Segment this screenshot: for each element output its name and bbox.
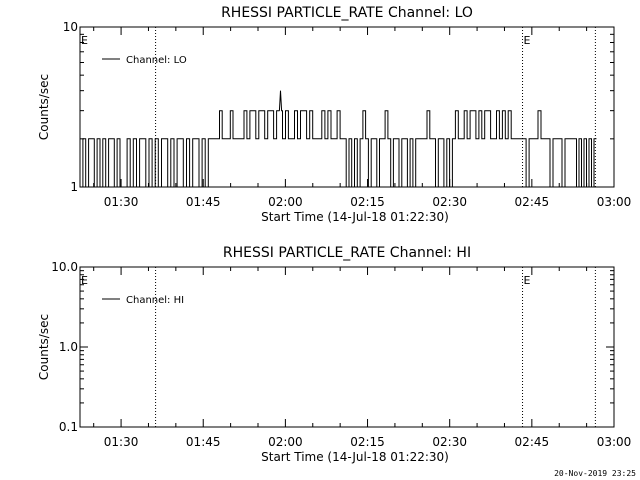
y-axis-label: Counts/sec xyxy=(37,314,51,380)
y-tick-label: 10.0 xyxy=(51,260,78,274)
event-marker-label: E xyxy=(81,34,88,47)
x-tick-label: 02:00 xyxy=(268,435,303,449)
x-tick-label: 02:15 xyxy=(350,435,385,449)
event-marker-label: E xyxy=(524,34,531,47)
x-axis-label: Start Time (14-Jul-18 01:22:30) xyxy=(261,450,449,464)
x-tick-label: 02:30 xyxy=(432,435,467,449)
chart-title: RHESSI PARTICLE_RATE Channel: HI xyxy=(223,245,471,261)
legend-label: Channel: LO xyxy=(126,55,187,66)
x-tick-label: 02:30 xyxy=(432,195,467,209)
footer-timestamp: 20-Nov-2019 23:25 xyxy=(554,469,636,478)
y-tick-label: 1 xyxy=(70,180,78,194)
x-tick-label: 02:15 xyxy=(350,195,385,209)
x-tick-label: 01:45 xyxy=(186,195,221,209)
chart-panel-hi: RHESSI PARTICLE_RATE Channel: HI 0.1 1.0 10… xyxy=(37,245,631,464)
y-tick-label: 10 xyxy=(63,20,78,34)
x-tick-label: 03:00 xyxy=(597,195,632,209)
y-tick-label: 0.1 xyxy=(59,420,78,434)
event-marker-label: E xyxy=(524,274,531,287)
x-tick-label: 03:00 xyxy=(597,435,632,449)
chart-title: RHESSI PARTICLE_RATE Channel: LO xyxy=(221,5,473,21)
y-tick-label: 1.0 xyxy=(59,340,78,354)
x-tick-label: 01:45 xyxy=(186,435,221,449)
legend-label: Channel: HI xyxy=(126,295,184,306)
series-line-channel-lo xyxy=(80,90,597,188)
event-marker-label: E xyxy=(81,274,88,287)
plot-frame xyxy=(79,266,615,428)
x-tick-label: 01:30 xyxy=(104,435,139,449)
x-tick-label: 02:00 xyxy=(268,195,303,209)
x-tick-label: 01:30 xyxy=(104,195,139,209)
y-axis-label: Counts/sec xyxy=(37,74,51,140)
plot-frame xyxy=(79,26,615,188)
chart-panel-lo: RHESSI PARTICLE_RATE Channel: LO 1 10 Count… xyxy=(37,5,631,224)
x-tick-label: 02:45 xyxy=(515,435,550,449)
x-tick-label: 02:45 xyxy=(515,195,550,209)
x-axis-label: Start Time (14-Jul-18 01:22:30) xyxy=(261,210,449,224)
